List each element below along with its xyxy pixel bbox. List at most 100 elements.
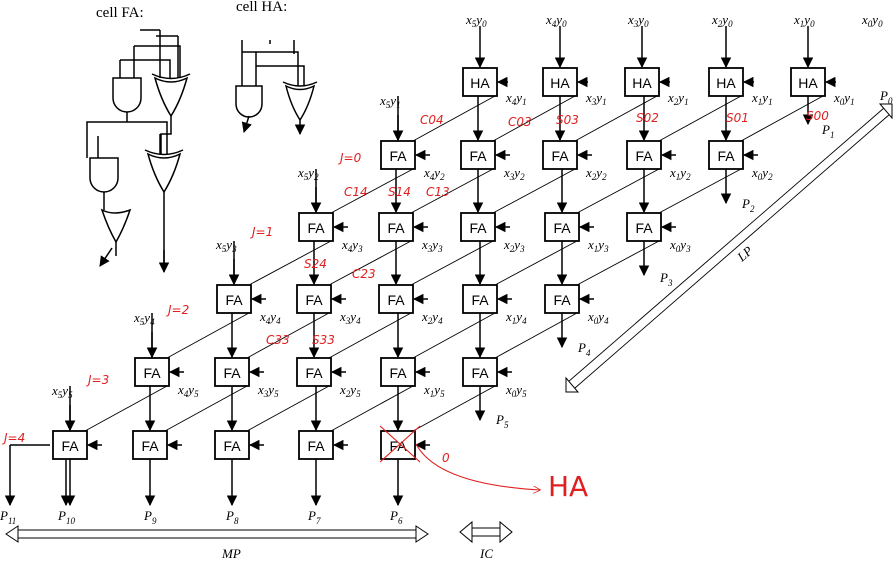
input-x5y5: x5y5 (51, 383, 73, 400)
input-x0y5: x0y5 (505, 382, 527, 399)
lp-label: LP (733, 243, 755, 265)
output-p9: P9 (143, 508, 157, 526)
cell-label: FA (635, 148, 653, 164)
input-x3y5: x3y5 (257, 382, 279, 399)
cell-box (214, 430, 250, 460)
wire (494, 312, 578, 359)
ha-gate-schematic (235, 40, 318, 122)
annotation-c14: C14 (344, 185, 368, 199)
cell-label: FA (225, 292, 243, 308)
input-x4y4: x4y4 (259, 309, 281, 326)
input-x1y3: x1y3 (587, 237, 609, 254)
cell-box (380, 357, 416, 387)
cell-label: HA (632, 75, 652, 91)
annotation-ha-note: HA (548, 470, 588, 503)
input-x5y3: x5y3 (215, 237, 237, 254)
cell-box (790, 67, 826, 97)
output-p8: P8 (225, 508, 239, 526)
input-x5y4: x5y4 (133, 310, 155, 327)
ha-cell-2: HA (624, 67, 660, 97)
cell-fa-legend: cell FA: (86, 5, 191, 274)
cell-label: FA (717, 148, 735, 164)
annotation-j3: J=3 (86, 373, 109, 387)
input-x5y1: x5y1 (379, 93, 401, 110)
annotation-cross (379, 425, 421, 463)
annotation-j2: J=2 (166, 303, 189, 317)
cell-box (624, 67, 660, 97)
fa-cell-r4-c1: FA (214, 357, 250, 387)
cell-label: FA (469, 148, 487, 164)
annotation-c03: C03 (508, 115, 532, 129)
annotation-j1: J=1 (250, 225, 273, 239)
fa-cell-r5-c1: FA (132, 430, 168, 460)
wire (164, 385, 248, 432)
wire (658, 95, 742, 142)
cell-box (52, 430, 88, 460)
cell-box (298, 430, 334, 460)
annotation-s03: S03 (556, 113, 579, 127)
cell-box (296, 357, 332, 387)
ha-legend-title: cell HA: (236, 0, 287, 15)
annotation-c33: C33 (266, 333, 290, 347)
fa-cell-r3-c2: FA (378, 284, 414, 314)
input-x3y2: x3y2 (503, 165, 525, 182)
cell-box (214, 357, 250, 387)
output-p4: P4 (577, 340, 591, 358)
annotation-j4: J=4 (2, 431, 25, 445)
input-x4y0: x4y0 (545, 12, 567, 29)
mp-label: MP (221, 546, 241, 561)
wire (84, 385, 168, 432)
fa-cell-r2-c2: FA (460, 212, 496, 242)
annotation-s33: S33 (312, 333, 335, 347)
wire (412, 385, 496, 432)
input-x4y2: x4y2 (423, 165, 445, 182)
input-x5y2: x5y2 (297, 165, 319, 182)
cell-label: FA (469, 220, 487, 236)
input-x1y1: x1y1 (751, 90, 773, 107)
wire (412, 312, 496, 359)
fa-cell-r3-c0: FA (216, 284, 252, 314)
cell-box (298, 212, 334, 242)
fa-cell-r1-c0: FA (380, 140, 416, 170)
input-x4y1: x4y1 (505, 90, 527, 107)
fa-cell-r3-c1: FA (296, 284, 332, 314)
mp-region-arrow: MP (5, 525, 429, 561)
cell-box (296, 284, 332, 314)
output-p6: P6 (389, 508, 403, 526)
cell-label: HA (716, 75, 736, 91)
wire (166, 312, 250, 359)
input-x0y3: x0y3 (669, 237, 691, 254)
fa-cell-r1-c4: FA (708, 140, 744, 170)
operand-labels: x5y0 x4y1 x4y0 x3y1 x3y0 x2y1 x2y0 x1y1 x1y0 x0y1… (51, 12, 883, 400)
cell-label: FA (143, 365, 161, 381)
cell-box (132, 430, 168, 460)
ic-label: IC (479, 546, 493, 561)
input-x1y2: x1y2 (669, 165, 691, 182)
wire (248, 240, 332, 286)
input-x3y1: x3y1 (585, 90, 607, 107)
ha-cell-0: HA (462, 67, 498, 97)
input-x0y0: x0y0 (861, 12, 883, 29)
fa-cell-r2-c0: FA (298, 212, 334, 242)
cell-label: FA (305, 292, 323, 308)
annotation-arrow (415, 443, 540, 490)
output-p11: P11 (0, 508, 16, 526)
cell-label: FA (387, 220, 405, 236)
wire (410, 168, 494, 214)
wire (246, 312, 330, 359)
annotation-c13: C13 (426, 185, 450, 199)
cell-box (542, 67, 578, 97)
input-x2y3: x2y3 (503, 237, 525, 254)
cell-box (626, 140, 662, 170)
cell-label: FA (551, 148, 569, 164)
output-p5: P5 (495, 412, 509, 430)
wire (658, 168, 742, 214)
fa-legend-title: cell FA: (96, 5, 144, 21)
wire (328, 240, 412, 286)
cell-box (626, 212, 662, 242)
wire (494, 240, 578, 286)
cell-label: HA (798, 75, 818, 91)
cell-label: FA (389, 365, 407, 381)
fa-cell-r1-c2: FA (542, 140, 578, 170)
